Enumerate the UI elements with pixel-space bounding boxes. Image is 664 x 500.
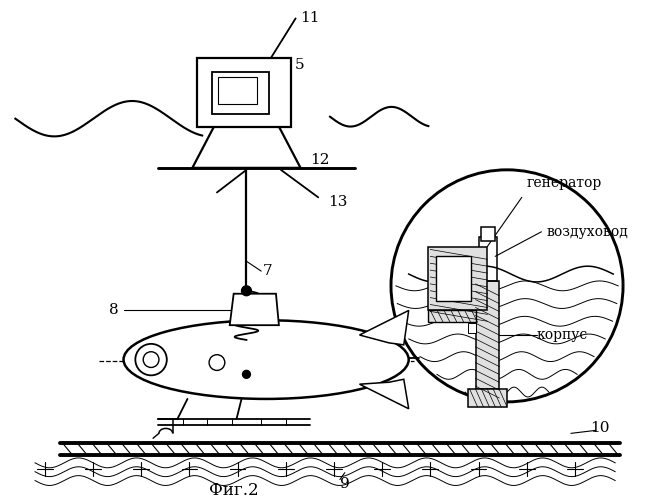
Circle shape xyxy=(391,170,623,402)
Bar xyxy=(481,227,495,240)
Text: 10: 10 xyxy=(590,422,610,436)
Polygon shape xyxy=(359,380,409,409)
Text: 13: 13 xyxy=(328,196,347,209)
Text: 12: 12 xyxy=(310,153,330,167)
Bar xyxy=(436,256,471,300)
Bar xyxy=(467,389,507,407)
Text: генератор: генератор xyxy=(527,176,602,190)
Bar xyxy=(197,58,291,126)
Text: воздуховод: воздуховод xyxy=(546,225,628,239)
Circle shape xyxy=(242,370,250,378)
Text: 11: 11 xyxy=(301,12,320,26)
Text: 6: 6 xyxy=(295,336,305,350)
Bar xyxy=(479,236,497,281)
Bar xyxy=(428,310,475,322)
Text: Фиг.2: Фиг.2 xyxy=(209,482,258,499)
Bar xyxy=(218,78,257,104)
Ellipse shape xyxy=(124,320,409,399)
Bar xyxy=(212,72,269,114)
Polygon shape xyxy=(230,294,279,325)
Circle shape xyxy=(209,354,225,370)
Polygon shape xyxy=(193,126,301,168)
Text: 5: 5 xyxy=(295,58,304,71)
Text: 8: 8 xyxy=(109,304,119,318)
Bar xyxy=(467,323,475,333)
Circle shape xyxy=(135,344,167,376)
Bar xyxy=(428,246,487,310)
Circle shape xyxy=(242,286,252,296)
Bar xyxy=(475,281,499,389)
Polygon shape xyxy=(359,310,409,345)
Text: 7: 7 xyxy=(263,264,273,278)
Text: корпус: корпус xyxy=(537,328,588,342)
Text: 9: 9 xyxy=(340,478,350,492)
